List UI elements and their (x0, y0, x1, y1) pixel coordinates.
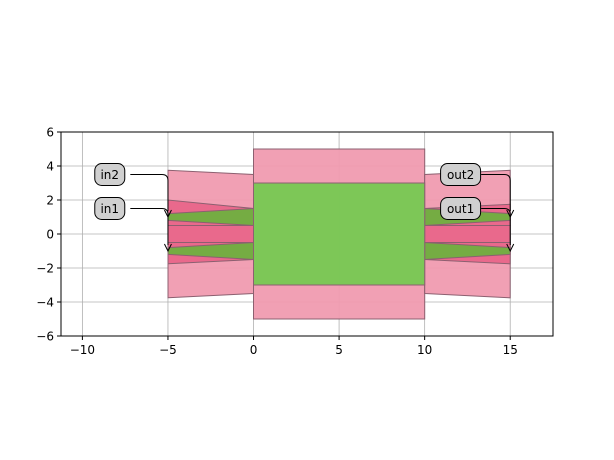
port-connector-in2 (130, 174, 169, 211)
port-label-out1: out1 (447, 202, 474, 216)
x-tick-label-5: 15 (503, 343, 518, 357)
center-core-pink-left (167, 225, 254, 243)
port-out2: out2 (440, 163, 515, 219)
y-tick-label-2: −2 (36, 262, 54, 276)
y-tick-label-5: 4 (46, 160, 54, 174)
mmi-core (253, 182, 426, 286)
x-tick-label-4: 10 (417, 343, 432, 357)
port-box-in2 (94, 163, 126, 186)
y-tick-label-6: 6 (46, 126, 54, 140)
center-core-pink-right (424, 225, 511, 243)
x-tick-label-3: 5 (335, 343, 343, 357)
x-tick-label-2: 0 (250, 343, 258, 357)
port-in1: in1 (94, 197, 172, 253)
port-box-out1 (440, 197, 482, 220)
y-tick-label-0: −6 (36, 330, 54, 344)
y-tick-label-1: −4 (36, 296, 54, 310)
x-tick-label-0: −10 (70, 343, 95, 357)
port-in2: in2 (94, 163, 172, 219)
port-box-out2 (440, 163, 482, 186)
layout-shapes (167, 148, 511, 320)
y-tick-label-4: 2 (46, 194, 54, 208)
port-connector-out2 (481, 174, 511, 211)
port-label-out2: out2 (447, 168, 474, 182)
port-label-in2: in2 (100, 168, 119, 182)
port-label-in1: in1 (100, 202, 119, 216)
port-connector-out1 (481, 208, 511, 245)
x-tick-label-1: −5 (159, 343, 177, 357)
port-annotations: in2 in1 out2 out1 (94, 163, 515, 253)
axis-ticks: −10 −5 0 5 10 15 −6 −4 −2 0 2 4 6 (36, 126, 518, 358)
port-arrowhead-out1 (506, 243, 515, 253)
port-box-in1 (94, 197, 126, 220)
y-tick-label-3: 0 (46, 228, 54, 242)
port-connector-in1 (130, 208, 169, 245)
port-arrowhead-in1 (164, 243, 172, 253)
port-out1: out1 (440, 197, 515, 253)
